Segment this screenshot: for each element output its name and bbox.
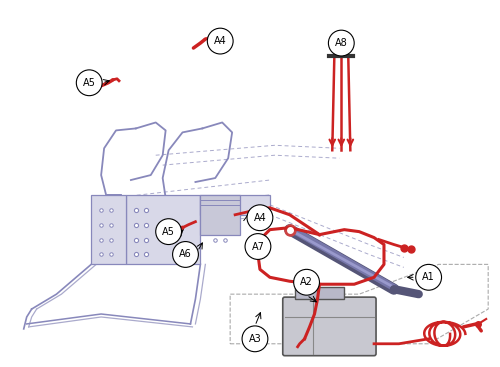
Text: A5: A5 (162, 227, 175, 237)
Text: A3: A3 (248, 334, 262, 344)
Polygon shape (200, 195, 270, 215)
Circle shape (294, 269, 320, 295)
Text: A4: A4 (254, 213, 266, 223)
Text: A7: A7 (252, 241, 264, 251)
Circle shape (208, 28, 233, 54)
Circle shape (156, 219, 182, 244)
Text: A8: A8 (335, 38, 347, 48)
Circle shape (328, 30, 354, 56)
Circle shape (247, 205, 273, 230)
Polygon shape (200, 195, 240, 235)
Polygon shape (126, 195, 200, 264)
Circle shape (76, 70, 102, 96)
Text: A6: A6 (179, 250, 192, 259)
Text: A2: A2 (300, 277, 313, 287)
Circle shape (242, 326, 268, 352)
Text: A1: A1 (422, 272, 435, 282)
Text: A5: A5 (83, 78, 96, 88)
Polygon shape (91, 195, 126, 264)
FancyBboxPatch shape (283, 297, 376, 356)
Circle shape (416, 264, 442, 290)
Polygon shape (294, 287, 344, 299)
Circle shape (245, 234, 271, 259)
Circle shape (172, 241, 199, 268)
Text: A4: A4 (214, 36, 226, 46)
